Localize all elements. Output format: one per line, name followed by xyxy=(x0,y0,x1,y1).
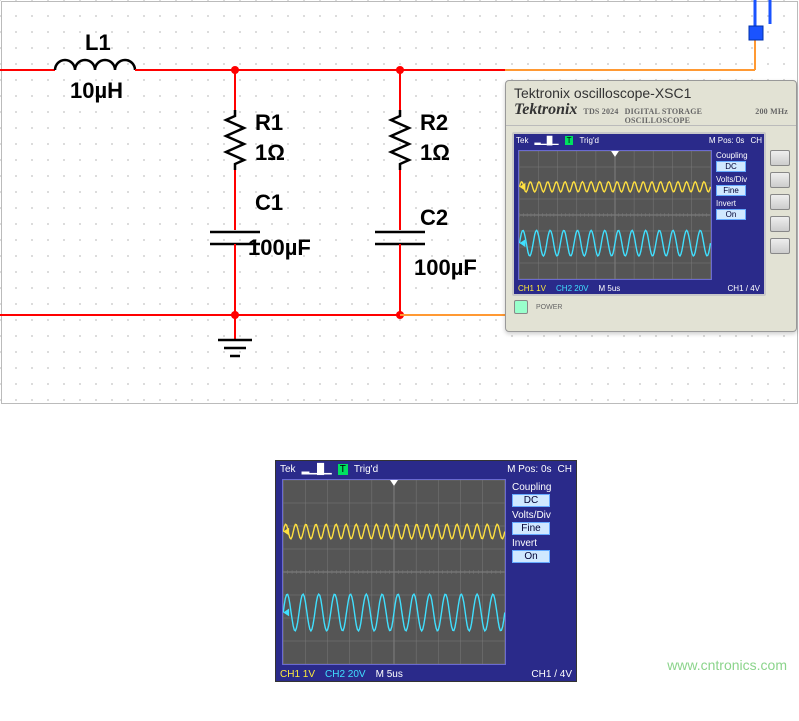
scope-spec1: 200 MHz xyxy=(755,107,788,116)
r1-value: 1Ω xyxy=(255,140,285,165)
scope-trig-text: Trig'd xyxy=(579,136,598,145)
r1-name: R1 xyxy=(255,110,283,135)
l1-value: 10µH xyxy=(70,78,123,103)
invert-value[interactable]: On xyxy=(716,209,746,220)
scope-side-buttons xyxy=(770,132,790,296)
r2-name: R2 xyxy=(420,110,448,135)
scope-softkey-2[interactable] xyxy=(770,172,790,188)
scope-m-readout: M 5us xyxy=(598,284,620,293)
scope-window-title: Tektronix oscilloscope-XSC1 xyxy=(506,81,796,101)
watermark: www.cntronics.com xyxy=(667,657,787,673)
canvas: L1 10µH R1 1Ω C1 100µF R2 1Ω C2 100µF Te… xyxy=(0,0,799,721)
scope-screen-large[interactable]: Tek ▂▁█▁ T Trig'd M Pos: 0s CH Coupling … xyxy=(275,460,577,682)
coupling-value[interactable]: DC xyxy=(716,161,746,172)
scope-screen-small[interactable]: Tek ▂▁█▁ T Trig'd M Pos: 0s CH Coupling … xyxy=(512,132,766,296)
scope-softkey-1[interactable] xyxy=(770,150,790,166)
scope-softkey-5[interactable] xyxy=(770,238,790,254)
c2-value: 100µF xyxy=(414,255,477,280)
scope-mpos: M Pos: 0s xyxy=(709,136,745,145)
l1-name: L1 xyxy=(85,30,111,55)
c2-name: C2 xyxy=(420,205,448,230)
voltsdiv-value[interactable]: Fine xyxy=(716,185,746,196)
scope-grid-small xyxy=(518,150,712,280)
power-button[interactable] xyxy=(514,300,528,314)
scope-ch2-readout: CH2 20V xyxy=(556,284,588,293)
scope-trig-readout: CH1 / 4V xyxy=(728,284,760,293)
scope-ch-hdr: CH xyxy=(750,136,762,145)
scope-brand: Tektronix TDS 2024 DIGITAL STORAGE OSCIL… xyxy=(506,101,796,126)
scope-trig-label: T xyxy=(565,136,574,145)
scope-grid-large xyxy=(282,479,506,665)
c1-value: 100µF xyxy=(248,235,311,260)
scope-ch1-readout: CH1 1V xyxy=(518,284,546,293)
c1-name: C1 xyxy=(255,190,283,215)
scope-tek: Tek xyxy=(516,136,528,145)
oscilloscope-xsc1[interactable]: Tektronix oscilloscope-XSC1 Tektronix TD… xyxy=(505,80,797,332)
scope-menu-large: Coupling DC Volts/Div Fine Invert On xyxy=(512,479,572,563)
scope-softkey-3[interactable] xyxy=(770,194,790,210)
scope-softkey-4[interactable] xyxy=(770,216,790,232)
scope-model: TDS 2024 xyxy=(583,107,618,116)
scope-model-sub: DIGITAL STORAGE OSCILLOSCOPE xyxy=(625,107,750,125)
r2-value: 1Ω xyxy=(420,140,450,165)
scope-menu-small: Coupling DC Volts/Div Fine Invert On xyxy=(716,148,762,220)
power-label: POWER xyxy=(536,304,562,311)
scope-brand-name: Tektronix xyxy=(514,101,577,119)
